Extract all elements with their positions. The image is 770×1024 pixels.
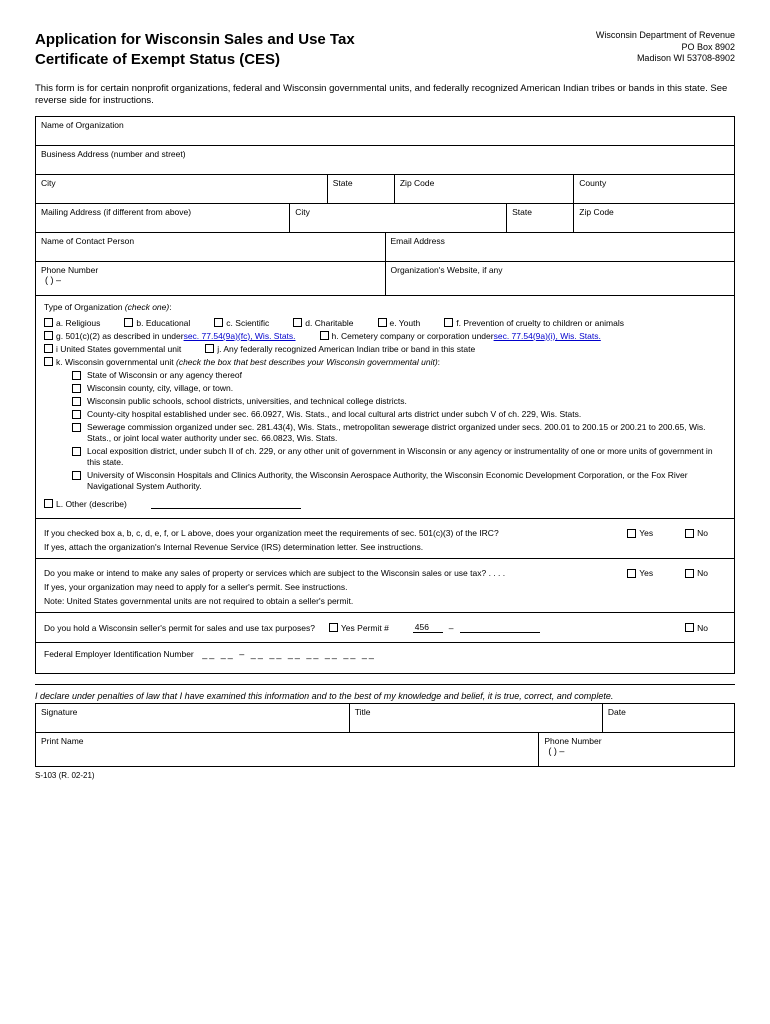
- checkbox-k2[interactable]: [72, 384, 81, 393]
- link-g[interactable]: sec. 77.54(9a)(fc), Wis. Stats.: [184, 331, 296, 341]
- checkbox-k3[interactable]: [72, 397, 81, 406]
- label-zip: Zip Code: [400, 178, 568, 188]
- link-h[interactable]: sec. 77.54(9a)(i), Wis. Stats.: [494, 331, 601, 341]
- checkbox-i[interactable]: [44, 344, 53, 353]
- q2-text: Do you make or intend to make any sales …: [44, 568, 505, 578]
- checkbox-g[interactable]: [44, 331, 53, 340]
- checkbox-k4[interactable]: [72, 410, 81, 419]
- label-mail-city: City: [295, 207, 501, 217]
- checkbox-e[interactable]: [378, 318, 387, 327]
- checkbox-d[interactable]: [293, 318, 302, 327]
- label-sig-phone: Phone Number: [544, 736, 729, 746]
- phone-placeholder[interactable]: ( ) –: [41, 275, 380, 285]
- label-contact: Name of Contact Person: [41, 236, 380, 246]
- checkbox-k7[interactable]: [72, 471, 81, 480]
- label-mail-zip: Zip Code: [579, 207, 729, 217]
- label-website: Organization's Website, if any: [391, 265, 730, 275]
- dept-line2: PO Box 8902: [596, 42, 735, 54]
- q2-no[interactable]: [685, 569, 694, 578]
- header: Application for Wisconsin Sales and Use …: [35, 30, 735, 69]
- fein-pattern[interactable]: __ __ – __ __ __ __ __ __ __: [202, 649, 376, 659]
- intro-text: This form is for certain nonprofit organ…: [35, 83, 735, 108]
- org-type-section: Type of Organization (check one): a. Rel…: [36, 296, 734, 519]
- permit-field2[interactable]: [460, 622, 540, 633]
- q1-no[interactable]: [685, 529, 694, 538]
- q1-yes[interactable]: [627, 529, 636, 538]
- checkbox-j[interactable]: [205, 344, 214, 353]
- label-city: City: [41, 178, 322, 188]
- checkbox-c[interactable]: [214, 318, 223, 327]
- label-org-name: Name of Organization: [41, 120, 729, 130]
- title-line2: Certificate of Exempt Status (CES): [35, 50, 355, 70]
- declaration-text: I declare under penalties of law that I …: [35, 684, 735, 701]
- org-type-heading: Type of Organization: [44, 302, 125, 312]
- checkbox-k6[interactable]: [72, 447, 81, 456]
- label-print-name: Print Name: [41, 736, 533, 746]
- q1-followup: If yes, attach the organization's Intern…: [44, 542, 726, 552]
- label-date: Date: [608, 707, 729, 717]
- permit-value[interactable]: 456: [413, 622, 443, 633]
- title-block: Application for Wisconsin Sales and Use …: [35, 30, 355, 69]
- dept-line3: Madison WI 53708-8902: [596, 53, 735, 65]
- label-county: County: [579, 178, 729, 188]
- q2-followup2: Note: United States governmental units a…: [44, 596, 726, 606]
- label-phone: Phone Number: [41, 265, 380, 275]
- q3-no[interactable]: [685, 623, 694, 632]
- label-signature: Signature: [41, 707, 344, 717]
- q1-text: If you checked box a, b, c, d, e, f, or …: [44, 528, 499, 538]
- checkbox-b[interactable]: [124, 318, 133, 327]
- checkbox-a[interactable]: [44, 318, 53, 327]
- department-block: Wisconsin Department of Revenue PO Box 8…: [596, 30, 735, 69]
- q2-followup1: If yes, your organization may need to ap…: [44, 582, 726, 592]
- q1-section: If you checked box a, b, c, d, e, f, or …: [36, 519, 734, 559]
- label-email: Email Address: [391, 236, 730, 246]
- label-title: Title: [355, 707, 597, 717]
- q3-text: Do you hold a Wisconsin seller's permit …: [44, 623, 315, 633]
- dept-line1: Wisconsin Department of Revenue: [596, 30, 735, 42]
- checkbox-h[interactable]: [320, 331, 329, 340]
- q3-yes[interactable]: [329, 623, 338, 632]
- q2-section: Do you make or intend to make any sales …: [36, 559, 734, 613]
- signature-box: Signature Title Date Print Name Phone Nu…: [35, 703, 735, 767]
- checkbox-k1[interactable]: [72, 371, 81, 380]
- q2-yes[interactable]: [627, 569, 636, 578]
- fein-label: Federal Employer Identification Number: [44, 649, 194, 659]
- label-biz-addr: Business Address (number and street): [41, 149, 729, 159]
- label-mail-state: State: [512, 207, 568, 217]
- label-mail-addr: Mailing Address (if different from above…: [41, 207, 284, 217]
- fein-section: Federal Employer Identification Number _…: [36, 643, 734, 673]
- checkbox-k[interactable]: [44, 357, 53, 366]
- label-state: State: [333, 178, 389, 188]
- title-line1: Application for Wisconsin Sales and Use …: [35, 30, 355, 50]
- other-describe-field[interactable]: [151, 498, 301, 509]
- checkbox-f[interactable]: [444, 318, 453, 327]
- checkbox-l[interactable]: [44, 499, 53, 508]
- sig-phone-placeholder[interactable]: ( ) –: [544, 746, 729, 756]
- form-id: S-103 (R. 02-21): [35, 771, 735, 780]
- q3-section: Do you hold a Wisconsin seller's permit …: [36, 613, 734, 643]
- checkbox-k5[interactable]: [72, 423, 81, 432]
- form-box: Name of Organization Business Address (n…: [35, 116, 735, 674]
- k-sublist: State of Wisconsin or any agency thereof…: [72, 370, 726, 492]
